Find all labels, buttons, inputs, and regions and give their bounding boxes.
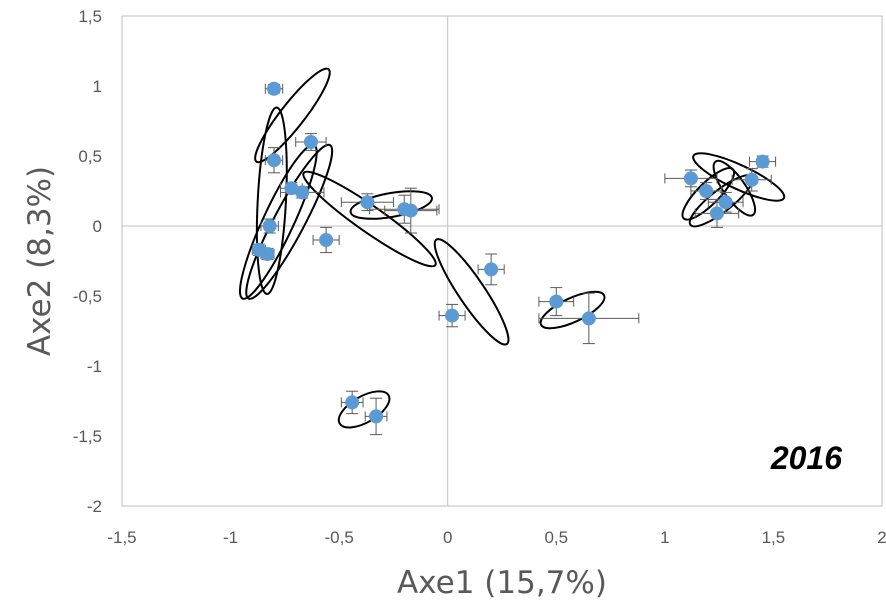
data-point	[581, 311, 596, 326]
data-point	[295, 185, 310, 200]
y-tick-label: 0,5	[78, 147, 102, 166]
data-point	[369, 409, 384, 424]
y-tick-label: 0	[93, 217, 102, 236]
data-point	[303, 135, 318, 149]
data-point	[484, 262, 499, 277]
x-tick-label: 0	[443, 528, 452, 547]
data-point	[403, 203, 418, 218]
data-point	[262, 219, 277, 233]
data-point	[267, 153, 281, 168]
data-point	[345, 395, 360, 410]
x-tick-label: 0,5	[544, 528, 568, 547]
data-point	[319, 233, 334, 247]
data-point	[699, 184, 714, 198]
confidence-ellipse	[254, 67, 331, 164]
data-point	[709, 206, 724, 221]
data-point	[267, 81, 281, 96]
y-tick-label: 1,5	[78, 7, 102, 26]
year-annotation: 2016	[770, 440, 842, 476]
data-points	[251, 81, 770, 424]
y-tick-label: -2	[87, 497, 102, 516]
data-point	[755, 154, 770, 169]
error-bar	[694, 198, 740, 228]
x-tick-label: 2	[877, 528, 886, 547]
confidence-ellipse	[433, 238, 510, 346]
y-tick-label: -1,5	[73, 427, 102, 446]
data-point	[445, 308, 460, 323]
x-tick-label: -1,5	[107, 528, 136, 547]
confidence-ellipse	[255, 106, 288, 296]
y-tick-label: -1	[87, 357, 102, 376]
y-tick-label: -0,5	[73, 287, 102, 306]
confidence-ellipse	[349, 190, 433, 220]
data-point	[683, 171, 698, 186]
data-point	[549, 294, 564, 309]
x-tick-label: 1,5	[762, 528, 786, 547]
confidence-ellipse	[692, 152, 786, 202]
data-point	[284, 181, 299, 196]
x-tick-label: -1	[223, 528, 238, 547]
y-axis-title: Axe2 (8,3%)	[22, 166, 58, 356]
x-axis-title: Axe1 (15,7%)	[397, 565, 607, 601]
confidence-ellipse	[245, 143, 334, 300]
confidence-ellipse	[539, 290, 606, 330]
y-tick-label: 1	[93, 77, 102, 96]
x-tick-label: 1	[660, 528, 669, 547]
y-tick-labels: -2 -1,5 -1 -0,5 0 0,5 1 1,5	[73, 7, 102, 516]
x-tick-labels: -1,5 -1 -0,5 0 0,5 1 1,5 2	[107, 528, 886, 547]
data-point	[744, 172, 759, 187]
data-point	[360, 195, 375, 210]
x-tick-label: -0,5	[324, 528, 353, 547]
plot-area	[121, 15, 883, 507]
confidence-ellipse	[302, 170, 437, 268]
data-point	[718, 195, 733, 210]
data-point	[260, 247, 275, 261]
zero-lines	[122, 16, 882, 506]
